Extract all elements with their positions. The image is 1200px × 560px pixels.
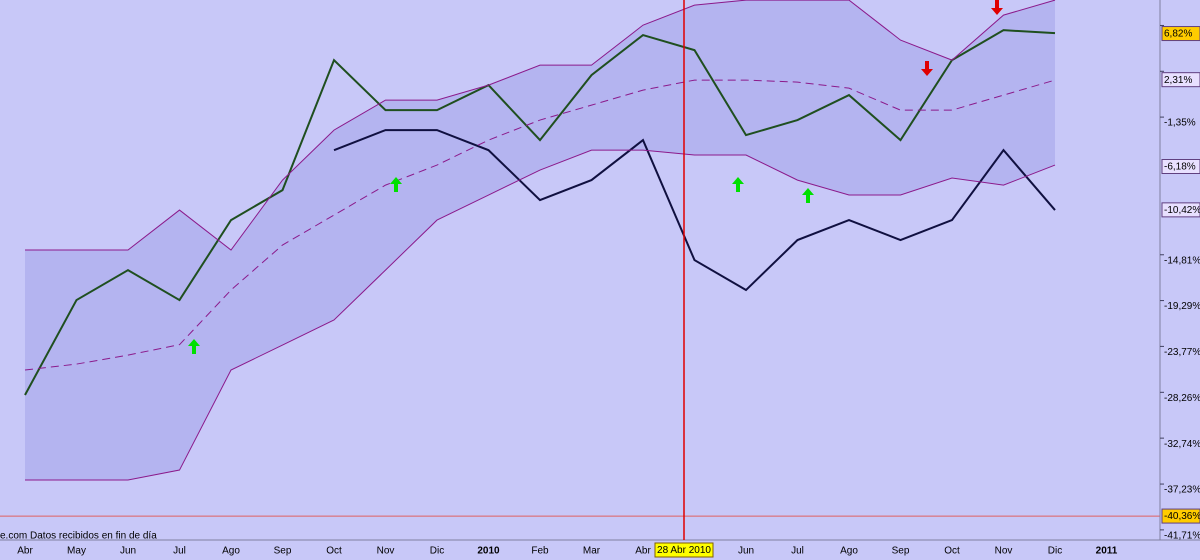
y-tick-label: -32,74% [1164,439,1200,450]
last-value-box [1161,202,1200,218]
x-tick-label: Sep [892,546,910,557]
x-tick-label: 2010 [477,546,500,557]
y-tick-label: -41,71% [1164,531,1200,542]
band-line [25,0,1056,251]
last-value-box [1161,508,1200,524]
y-tick-label: -23,77% [1164,347,1200,358]
price-line [333,129,1056,292]
band-line [25,149,1056,481]
x-tick-label: Jul [791,546,804,557]
x-tick-label: Jun [120,546,136,557]
y-tick-label: -14,81% [1164,255,1200,266]
buy-arrow [188,339,200,354]
x-tick-label: Abr [17,546,33,557]
x-tick-label: Sep [274,546,292,557]
last-value-box [1161,159,1200,174]
x-tick-label: Feb [531,546,549,557]
band-line [24,79,1056,371]
sell-arrow [991,0,1003,15]
y-tick-label: -28,26% [1164,393,1200,404]
last-value-label: 6,82% [1164,29,1192,40]
last-value-label: -40,36% [1164,511,1200,522]
date-marker-box [654,542,714,558]
buy-arrow [732,177,744,192]
last-value-box [1161,26,1200,42]
buy-arrow [802,188,814,203]
signal-arrows [188,0,1003,354]
x-tick-label: Oct [326,546,342,557]
x-tick-label: Abr [635,546,651,557]
last-value-box [1161,72,1200,88]
y-tick-label: -1,35% [1164,118,1196,129]
x-tick-label: May [67,546,86,557]
y-tick-label: -19,29% [1164,301,1200,312]
x-tick-label: Oct [944,546,960,557]
last-value-label: -6,18% [1164,162,1196,173]
last-value-label: -10,42% [1164,205,1200,216]
x-tick-label: Ago [222,546,240,557]
y-tick-label: -37,23% [1164,485,1200,496]
x-tick-label: Jun [738,546,754,557]
x-tick-label: Jul [173,546,186,557]
last-value-label: 2,31% [1164,75,1192,86]
x-tick-label: Dic [430,546,444,557]
plot-layer [0,0,1160,517]
x-tick-label: Ago [840,546,858,557]
price-line [24,29,1056,396]
x-tick-label: Dic [1048,546,1062,557]
x-tick-label: 2011 [1096,546,1118,557]
x-tick-label: Mar [583,546,601,557]
x-tick-label: Nov [377,546,395,557]
x-tick-label: Nov [995,546,1013,557]
buy-arrow [390,177,402,192]
footer: e.com Datos recibidos en fin de día [0,531,157,542]
date-marker-label: 28 Abr 2010 [657,545,711,556]
sell-arrow [921,61,933,76]
